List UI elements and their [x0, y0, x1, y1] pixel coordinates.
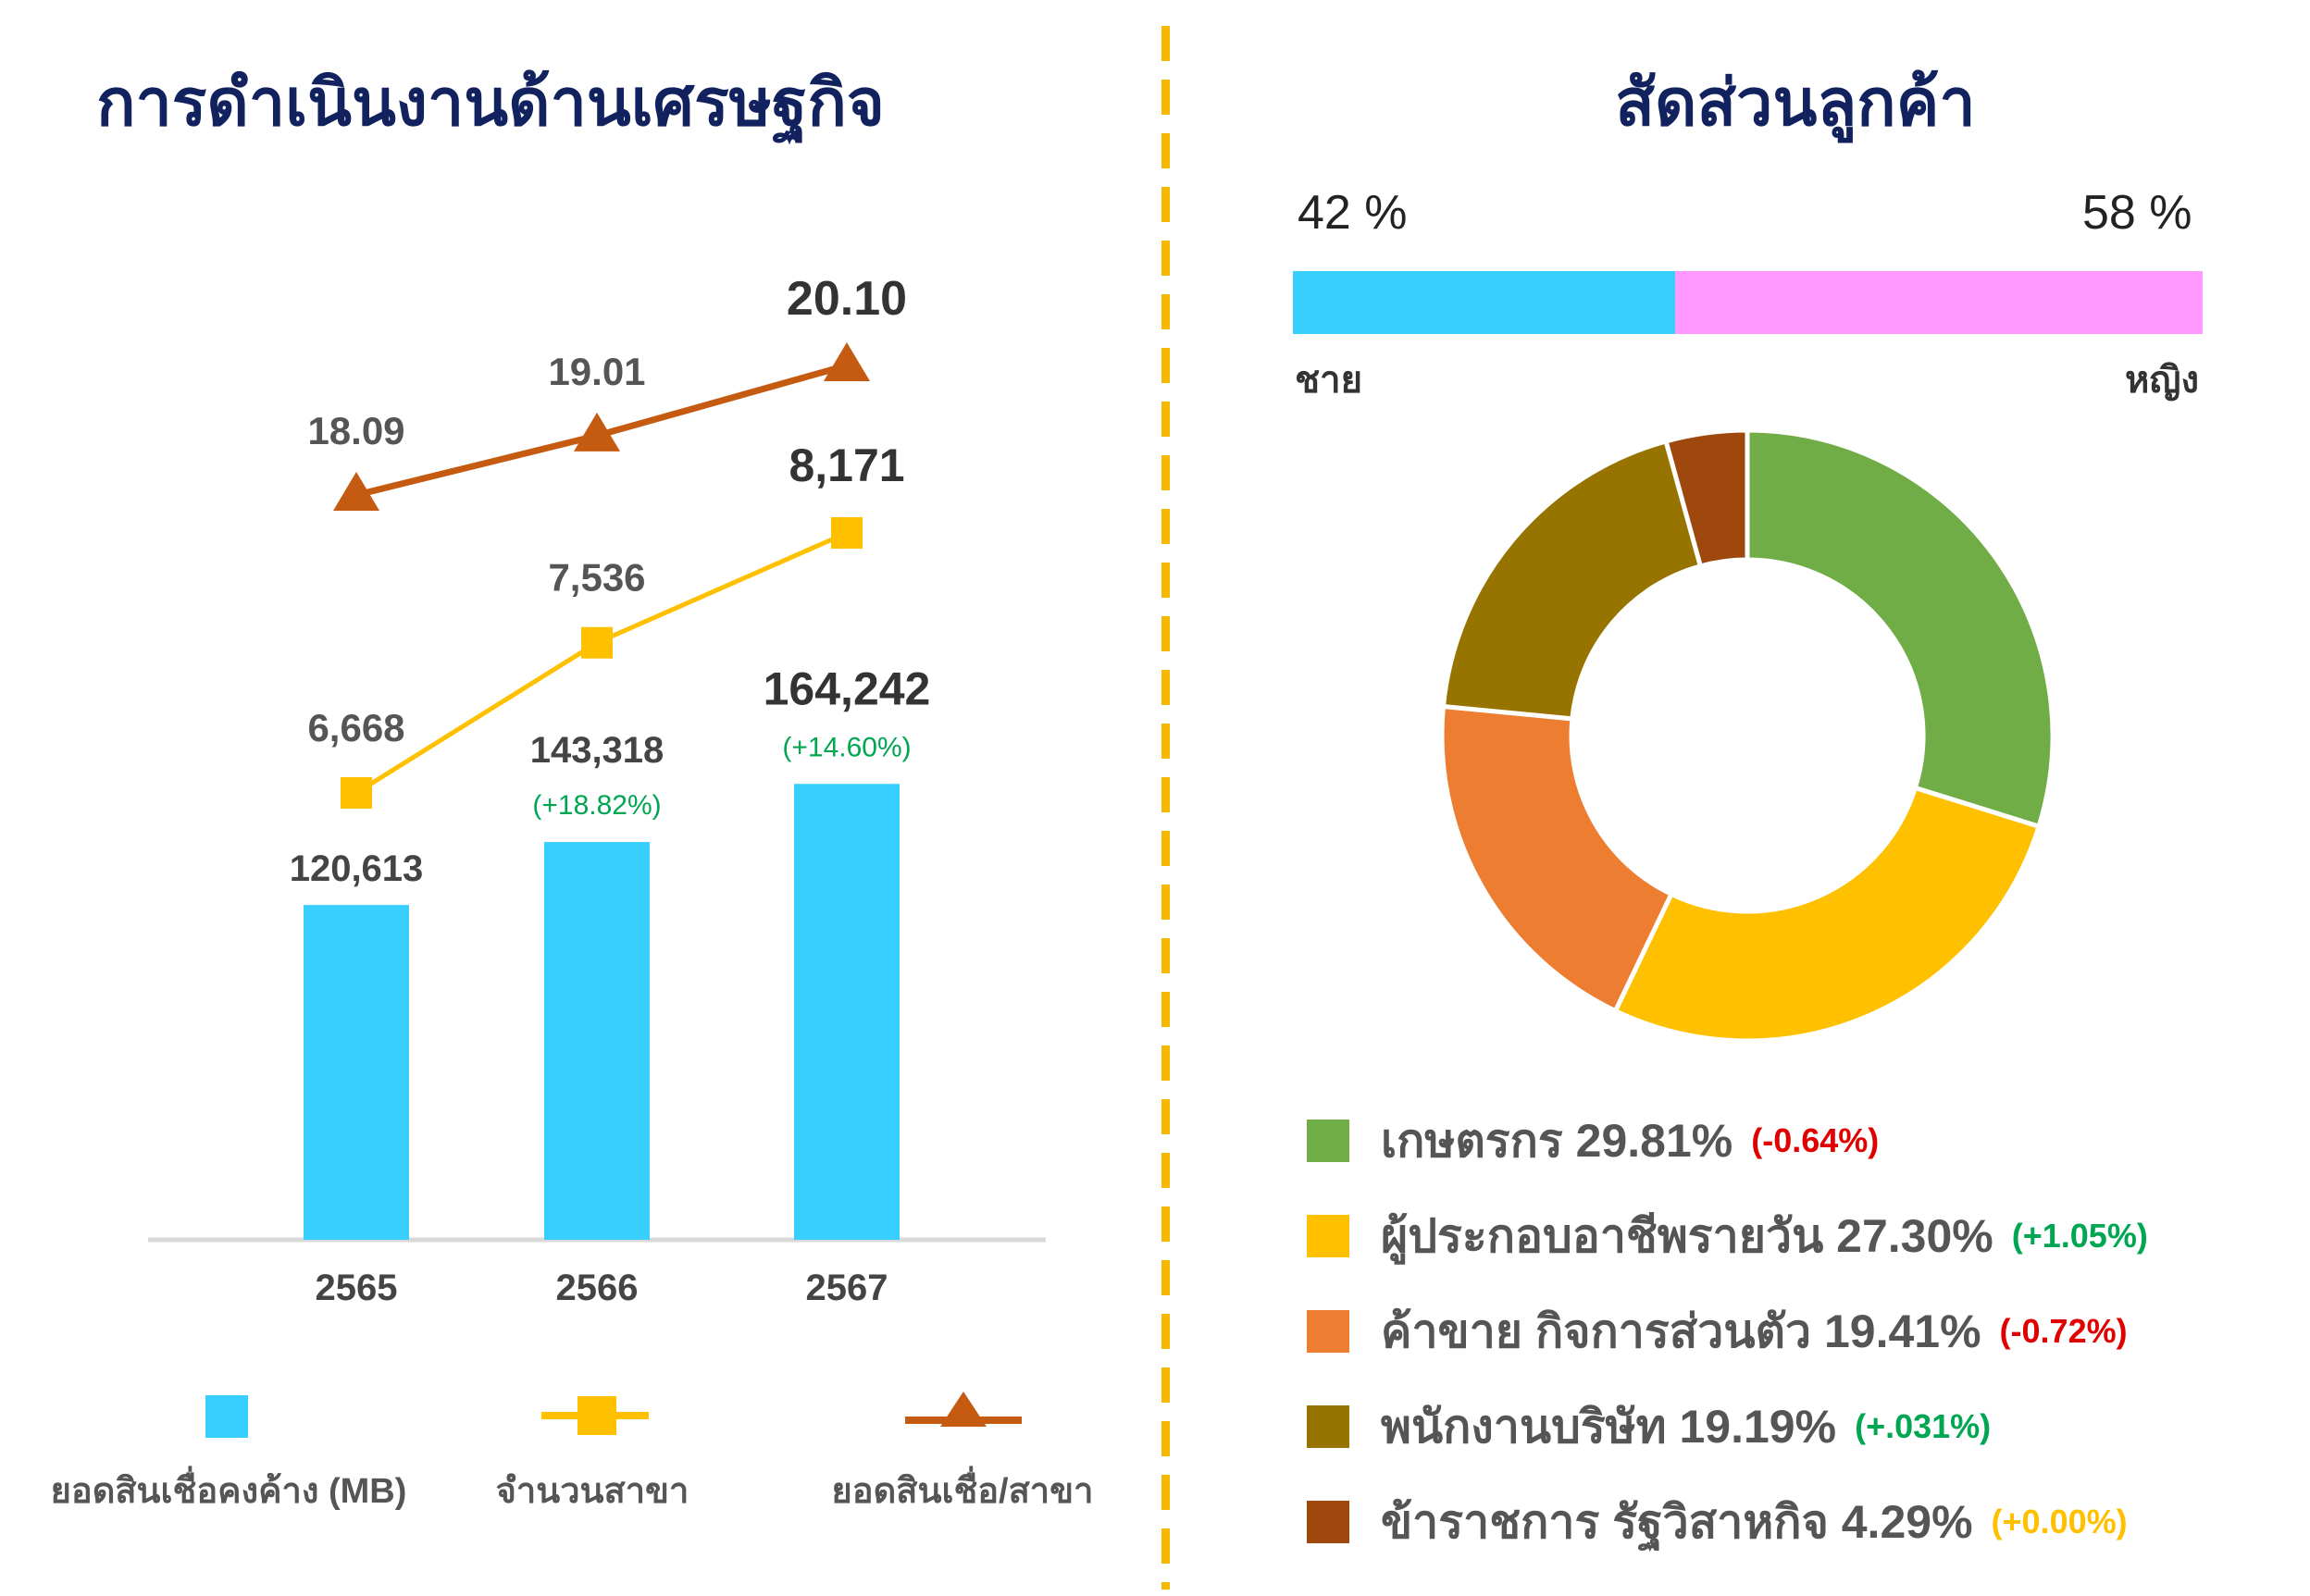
dashed-divider [1161, 26, 1170, 1590]
legend-bar-label: ยอดสินเชื่อคงค้าง (MB) [50, 1472, 407, 1511]
loans-per-branch-value-label: 20.10 [787, 272, 907, 326]
male-label: ชาย [1295, 360, 1363, 401]
female-label: หญิง [2125, 360, 2199, 401]
legend-swatch [1307, 1405, 1349, 1448]
legend-swatch [1307, 1501, 1349, 1543]
branches-value-label: 8,171 [789, 439, 904, 491]
x-tick-label-2567: 2567 [806, 1268, 888, 1308]
loans-per-branch-marker [824, 342, 870, 381]
legend-item-farmers: เกษตรกร 29.81% (-0.64%) [1307, 1113, 1879, 1169]
customer-proportion-title: สัดส่วนลูกค้า [1615, 67, 1976, 139]
legend-bar-swatch [205, 1395, 248, 1438]
legend-swatch [1307, 1215, 1349, 1257]
bar-growth-label: (+14.60%) [782, 732, 911, 762]
legend-text: เกษตรกร 29.81% [1381, 1114, 1733, 1167]
legend-change: (+.031%) [1855, 1407, 1992, 1445]
legend-text: ข้าราชการ รัฐวิสาหกิจ 4.29% [1381, 1495, 1973, 1548]
branches-marker [581, 626, 613, 659]
gender-ratio-bar [1293, 271, 2203, 334]
legend-triangle-line-marker [905, 1392, 1022, 1427]
female-percent-label: 58 % [2082, 186, 2192, 240]
female-bar-segment [1674, 271, 2203, 334]
donut-slice-2 [1439, 703, 1675, 1014]
male-bar-segment [1293, 271, 1675, 334]
economic-combo-chart: 120,613 143,318 (+18.82%) 164,242 (+14.60%) 2… [148, 272, 1046, 1308]
legend-item-merchants: ค้าขาย กิจการส่วนตัว 19.41% (-0.72%) [1307, 1304, 2128, 1359]
loans-per-branch-marker [574, 412, 620, 452]
legend-change: (-0.64%) [1751, 1121, 1880, 1159]
bar-value-label: 120,613 [290, 848, 424, 889]
legend-loans-per-branch-label: ยอดสินเชื่อ/สาขา [831, 1472, 1094, 1511]
legend-text: ผู้ประกอบอาชีพรายวัน 27.30% [1381, 1209, 1993, 1262]
loans-per-branch-value-label: 19.01 [548, 350, 645, 393]
legend-text: พนักงานบริษัท 19.19% [1381, 1400, 1837, 1453]
branches-value-label: 6,668 [307, 706, 404, 749]
legend-change: (+1.05%) [2011, 1217, 2148, 1255]
branches-marker [831, 517, 863, 549]
legend-branches-label: จำนวนสาขา [495, 1472, 689, 1511]
x-tick-label-2565: 2565 [316, 1268, 398, 1308]
loans-per-branch-marker [333, 472, 379, 511]
bar-value-label: 143,318 [530, 730, 664, 771]
legend-item-daily-workers: ผู้ประกอบอาชีพรายวัน 27.30% (+1.05%) [1307, 1208, 2148, 1264]
branches-marker [341, 777, 372, 809]
legend-swatch [1307, 1120, 1349, 1162]
bar-value-label: 164,242 [764, 662, 931, 714]
male-percent-label: 42 % [1298, 186, 1408, 240]
legend-square-line-marker [541, 1396, 649, 1435]
donut-slice-1 [1612, 785, 2043, 1044]
legend-item-civil-servants: ข้าราชการ รัฐวิสาหกิจ 4.29% (+0.00%) [1307, 1494, 2128, 1550]
donut-slice-3 [1440, 438, 1704, 722]
donut-slice-4 [1663, 427, 1750, 569]
bar-2565 [304, 905, 409, 1240]
legend-change: (+0.00%) [1991, 1503, 2128, 1540]
bar-growth-label: (+18.82%) [532, 790, 661, 821]
x-tick-label-2566: 2566 [556, 1268, 639, 1308]
customer-donut-chart [1439, 427, 2055, 1044]
economic-performance-title: การดำเนินงานด้านเศรษฐกิจ [96, 67, 885, 139]
bar-2567 [794, 784, 900, 1240]
legend-text: ค้าขาย กิจการส่วนตัว 19.41% [1381, 1305, 1981, 1357]
bar-2566 [544, 842, 650, 1240]
legend-swatch [1307, 1310, 1349, 1353]
legend-change: (-0.72%) [1999, 1312, 2128, 1350]
legend-item-employees: พนักงานบริษัท 19.19% (+.031%) [1307, 1399, 1991, 1454]
donut-slice-0 [1745, 427, 2055, 830]
branches-value-label: 7,536 [548, 556, 645, 600]
loans-per-branch-value-label: 18.09 [307, 409, 404, 452]
